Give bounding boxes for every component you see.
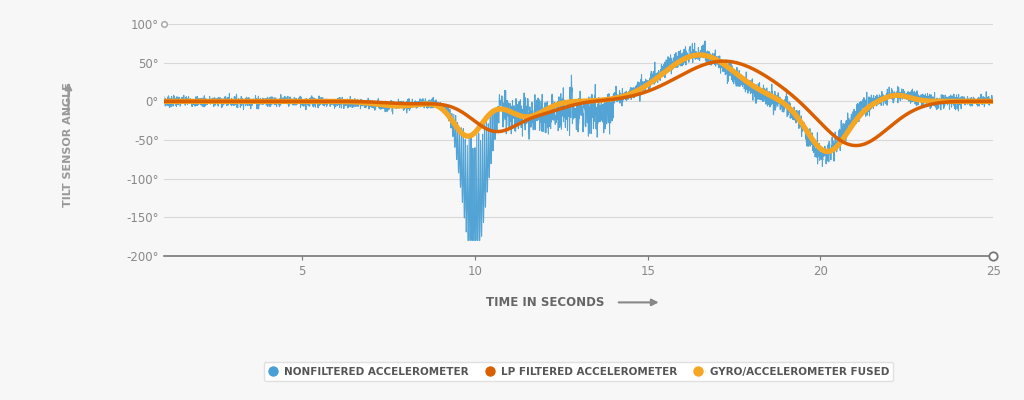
Text: TILT SENSOR ANGLE: TILT SENSOR ANGLE bbox=[63, 82, 74, 207]
Text: TIME IN SECONDS: TIME IN SECONDS bbox=[486, 296, 604, 309]
Legend: NONFILTERED ACCELEROMETER, LP FILTERED ACCELEROMETER, GYRO/ACCELEROMETER FUSED: NONFILTERED ACCELEROMETER, LP FILTERED A… bbox=[263, 362, 894, 381]
